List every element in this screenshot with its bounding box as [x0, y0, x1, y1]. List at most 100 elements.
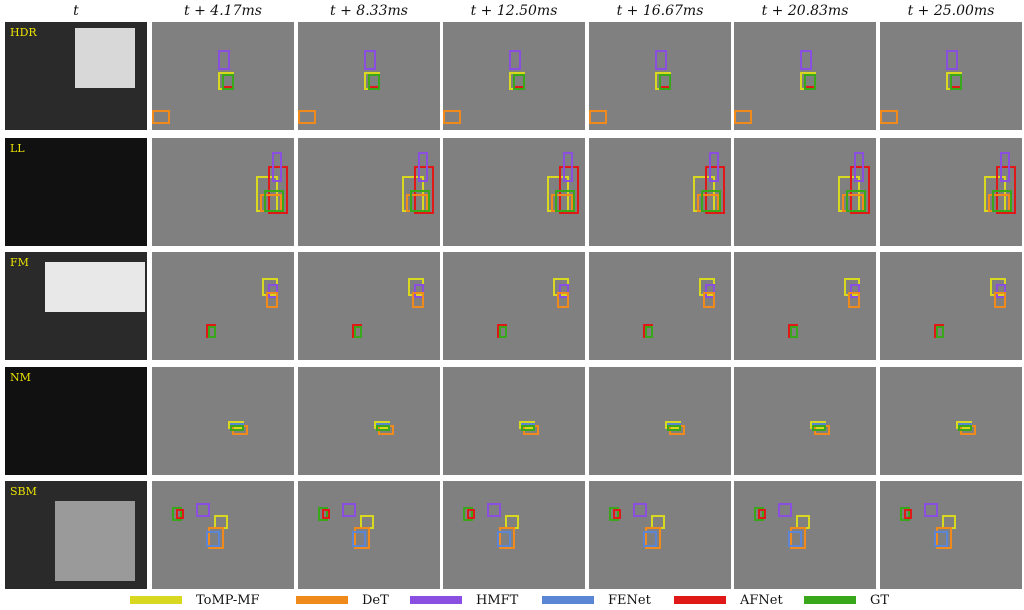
event-frame	[589, 22, 731, 130]
tracker-box-hmft	[633, 503, 647, 517]
column-header: t + 8.33ms	[330, 3, 408, 19]
legend-label: ToMP-MF	[196, 592, 260, 608]
legend-swatch	[674, 596, 726, 604]
event-frame	[152, 367, 294, 475]
tracker-box-gt	[645, 326, 653, 338]
tracker-box-afnet	[176, 509, 184, 519]
tracker-box-det	[703, 292, 715, 308]
scene-region	[75, 28, 135, 88]
column-header: t + 16.67ms	[616, 3, 704, 19]
event-frame	[152, 138, 294, 246]
row-label: LL	[10, 142, 25, 155]
tracker-box-hmft	[854, 152, 864, 182]
event-frame	[152, 252, 294, 360]
column-header: t + 25.00ms	[907, 3, 995, 19]
event-frame	[298, 481, 440, 589]
tracker-box-gt	[754, 507, 764, 521]
legend-item: HMFT	[410, 590, 518, 610]
tracker-box-det	[412, 292, 424, 308]
tracker-box-gt	[555, 190, 575, 212]
tracker-box-gt	[846, 190, 866, 212]
tracker-box-afnet	[904, 509, 912, 519]
row-label: SBM	[10, 485, 37, 498]
tracker-box-hmft	[196, 503, 210, 517]
tracker-box-gt	[950, 74, 962, 90]
event-frame	[880, 367, 1022, 475]
event-frame	[880, 138, 1022, 246]
column-header: t	[73, 3, 79, 19]
event-frame	[589, 367, 731, 475]
column-header: t + 20.83ms	[761, 3, 849, 19]
row-label: HDR	[10, 26, 37, 39]
tracker-box-hmft	[563, 152, 573, 182]
event-frame	[589, 138, 731, 246]
tracker-box-hmft	[709, 152, 719, 182]
event-frame	[298, 367, 440, 475]
legend-label: FENet	[608, 592, 651, 608]
legend-label: DeT	[362, 592, 389, 608]
tracker-box-det	[208, 527, 224, 549]
event-frame	[298, 252, 440, 360]
legend-swatch	[130, 596, 182, 604]
tracker-box-gt	[936, 326, 944, 338]
legend-item: ToMP-MF	[130, 590, 260, 610]
tracker-box-gt	[222, 74, 234, 90]
event-frame	[734, 252, 876, 360]
scene-region	[5, 367, 147, 475]
tracker-box-gt	[812, 425, 826, 431]
tracker-box-det	[645, 527, 661, 549]
event-frame	[298, 138, 440, 246]
column-header: t + 12.50ms	[470, 3, 558, 19]
tracker-box-det	[936, 527, 952, 549]
tracker-box-fenet	[643, 531, 657, 547]
tracker-box-hmft	[924, 503, 938, 517]
tracker-box-gt	[230, 425, 244, 431]
event-frame	[734, 367, 876, 475]
rgb-frame: LL	[5, 138, 147, 246]
legend: ToMP-MF DeT HMFT FENet AFNet GT	[0, 590, 1024, 610]
tracker-box-gt	[463, 507, 473, 521]
tracker-box-hmft	[418, 152, 428, 182]
tracker-box-gt	[208, 326, 216, 338]
tracker-box-gt	[499, 326, 507, 338]
event-frame	[734, 22, 876, 130]
legend-label: HMFT	[476, 592, 519, 608]
tracker-box-gt	[804, 74, 816, 90]
tracker-box-afnet	[467, 509, 475, 519]
tracker-box-fenet	[352, 531, 366, 547]
tracker-box-det	[848, 292, 860, 308]
tracker-box-afnet	[613, 509, 621, 519]
event-frame	[443, 481, 585, 589]
tracker-box-gt	[368, 74, 380, 90]
legend-item: AFNet	[674, 590, 783, 610]
rgb-frame: FM	[5, 252, 147, 360]
legend-swatch	[296, 596, 348, 604]
tracker-box-fenet	[788, 531, 802, 547]
tracker-box-det	[499, 527, 515, 549]
tracker-box-hmft	[778, 503, 792, 517]
event-frame	[443, 367, 585, 475]
tracker-box-gt	[667, 425, 681, 431]
tracker-box-det	[557, 292, 569, 308]
event-frame	[734, 481, 876, 589]
tracker-box-hmft	[272, 152, 282, 182]
rgb-frame: SBM	[5, 481, 147, 589]
legend-item: DeT	[296, 590, 389, 610]
tracker-box-gt	[900, 507, 910, 521]
event-frame	[443, 138, 585, 246]
tracker-box-gt	[172, 507, 182, 521]
tracker-box-hmft	[655, 50, 667, 70]
tracker-box-gt	[659, 74, 671, 90]
tracker-box-hmft	[850, 284, 860, 298]
scene-region	[5, 138, 147, 246]
event-frame	[152, 22, 294, 130]
tracker-box-gt	[376, 425, 390, 431]
tracker-box-det	[994, 292, 1006, 308]
tracker-box-gt	[701, 190, 721, 212]
legend-swatch	[542, 596, 594, 604]
tracker-box-afnet	[322, 509, 330, 519]
tracker-box-det	[266, 292, 278, 308]
tracker-box-hmft	[364, 50, 376, 70]
tracker-box-det	[443, 110, 461, 124]
tracker-box-gt	[992, 190, 1012, 212]
